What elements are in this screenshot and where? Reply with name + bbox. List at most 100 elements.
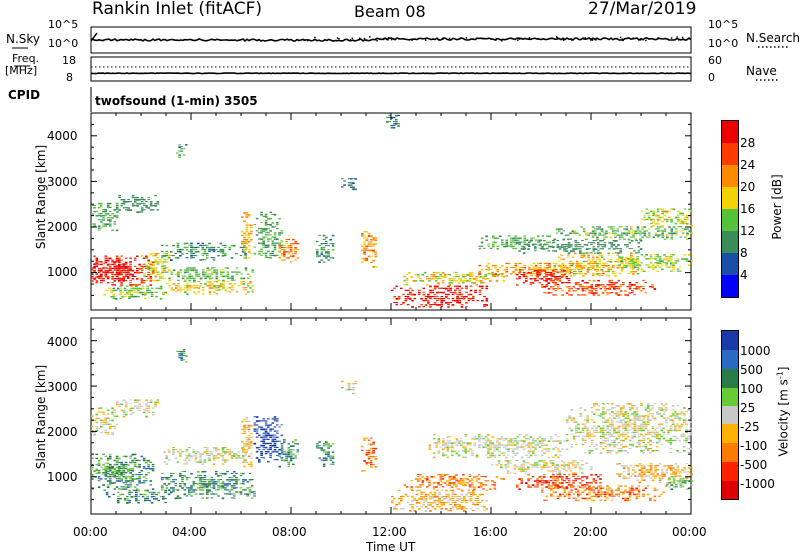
power-cell (449, 291, 453, 293)
power-cell (642, 286, 645, 287)
velocity-cell (120, 474, 123, 477)
power-cell (522, 246, 526, 248)
power-cell (588, 279, 591, 281)
velocity-cell (122, 411, 126, 413)
velocity-cell (247, 455, 251, 457)
power-cell (120, 263, 123, 265)
power-cell (95, 280, 99, 282)
velocity-cell (147, 463, 150, 466)
power-cell (273, 244, 277, 247)
power-cell (100, 263, 103, 266)
power-cell (212, 259, 216, 261)
velocity-cell (572, 462, 575, 464)
power-cell (129, 257, 132, 259)
velocity-cell (440, 508, 444, 510)
velocity-cell (331, 443, 335, 445)
power-cell (612, 240, 616, 242)
power-cell (370, 239, 373, 241)
power-cell (397, 114, 400, 116)
velocity-cell (405, 486, 409, 488)
power-cell (556, 244, 560, 246)
power-cell (456, 285, 459, 287)
power-cell (247, 240, 251, 243)
power-cell (598, 234, 602, 236)
velocity-cell (445, 502, 448, 503)
power-cell (614, 236, 617, 238)
power-cell (458, 297, 462, 300)
velocity-cell (457, 454, 461, 457)
velocity-cell (574, 474, 578, 476)
power-cell (102, 209, 105, 211)
velocity-cell (484, 440, 488, 442)
velocity-cell (581, 431, 585, 433)
velocity-cell (642, 493, 645, 496)
velocity-cell (127, 476, 130, 478)
velocity-cell (122, 488, 126, 490)
power-cell (222, 275, 225, 278)
velocity-cell (133, 461, 137, 464)
velocity-cell (185, 361, 188, 363)
power-cell (635, 282, 639, 284)
velocity-cell (484, 476, 488, 478)
velocity-cell (433, 452, 436, 454)
power-cell (612, 264, 615, 267)
velocity-cell (444, 474, 447, 476)
velocity-cell (95, 472, 99, 474)
power-cell (325, 236, 328, 239)
velocity-cell (292, 445, 295, 447)
power-cell (661, 210, 664, 212)
power-cell (283, 245, 286, 247)
velocity-cell (590, 435, 594, 437)
power-cell (528, 245, 531, 247)
velocity-cell (129, 457, 132, 459)
velocity-cell (235, 455, 238, 457)
power-cell (179, 250, 182, 253)
power-cell (152, 271, 155, 274)
power-cell (264, 246, 268, 248)
velocity-cell (586, 415, 589, 417)
velocity-cell (109, 482, 112, 484)
velocity-cell (462, 446, 465, 449)
velocity-cell (617, 489, 621, 491)
power-cell (327, 255, 330, 258)
power-cell (97, 275, 101, 278)
power-cell (599, 252, 602, 254)
velocity-cell (504, 466, 508, 468)
power-cell (144, 291, 147, 294)
velocity-cell (529, 442, 533, 445)
power-cell (126, 291, 129, 294)
power-cell (365, 237, 369, 239)
velocity-cell (463, 499, 466, 502)
velocity-cell (271, 438, 275, 441)
power-cell (453, 276, 456, 278)
power-cell (580, 273, 584, 275)
power-cell (615, 286, 618, 288)
velocity-cell (129, 455, 132, 457)
velocity-cell (471, 438, 474, 440)
power-cell (591, 234, 595, 237)
velocity-cell (100, 419, 103, 421)
power-cell (686, 222, 689, 225)
power-cell (140, 278, 144, 280)
power-cell (608, 288, 612, 290)
power-cell (95, 276, 99, 278)
velocity-cell (197, 475, 200, 477)
power-cell (131, 194, 135, 197)
velocity-cell (253, 495, 256, 497)
power-cell (616, 228, 620, 230)
power-cell (95, 215, 99, 217)
velocity-cell (129, 484, 132, 486)
power-cell (486, 278, 490, 280)
velocity-cell (322, 451, 326, 453)
velocity-cell (137, 495, 140, 497)
velocity-cell (442, 438, 445, 440)
power-cell (636, 226, 640, 228)
velocity-cell (203, 475, 207, 477)
velocity-cell (100, 431, 103, 434)
power-cell (422, 306, 426, 308)
velocity-cell (447, 499, 450, 501)
velocity-cell (565, 478, 569, 480)
power-cell (643, 234, 647, 237)
power-cell (610, 244, 614, 246)
power-cell (647, 218, 651, 220)
